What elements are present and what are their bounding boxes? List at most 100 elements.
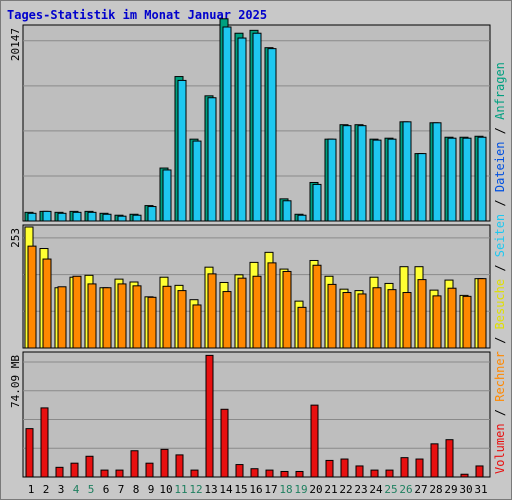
legend-volumen: Volumen [493,423,507,474]
bar-dateien [117,215,127,222]
x-tick-label: 7 [118,483,125,496]
x-tick-label: 12 [189,483,202,496]
bar-dateien [57,212,67,222]
x-tick-label: 6 [103,483,110,496]
bar-rechner [132,285,142,349]
bar-rechner [357,293,367,349]
bar-volumen [220,408,229,478]
bar-dateien [402,121,412,222]
bar-dateien [462,137,472,222]
bar-dateien [267,48,277,222]
bar-volumen [40,407,49,478]
legend: Volumen / Rechner / Besuche / Seiten / D… [493,62,507,474]
bar-volumen [280,470,289,478]
x-tick-label: 11 [174,483,187,496]
x-tick-label: 4 [73,483,80,496]
x-tick-label: 9 [148,483,155,496]
bar-rechner [102,287,112,349]
bar-rechner [237,277,247,349]
bar-volumen [145,462,154,478]
bar-dateien [222,26,232,222]
bar-rechner [252,275,262,349]
x-tick-label: 8 [133,483,140,496]
x-tick-label: 24 [369,483,383,496]
bar-rechner [387,289,397,349]
bar-dateien [357,125,367,222]
bar-volumen [295,470,304,478]
x-tick-label: 14 [219,483,233,496]
x-tick-label: 5 [88,483,95,496]
bar-volumen [250,468,259,478]
chart-title: Tages-Statistik im Monat Januar 2025 [7,8,268,22]
bar-dateien [417,153,427,222]
panel-hits: 20147 [9,18,491,222]
bar-rechner [297,306,307,349]
bar-dateien [87,211,97,222]
x-tick-label: 26 [399,483,412,496]
bar-dateien [342,125,352,222]
bar-rechner [432,295,442,349]
bar-dateien [72,211,82,222]
bar-dateien [282,200,292,222]
x-tick-label: 18 [279,483,292,496]
legend-separator: / [493,329,507,351]
legend-anfragen: Anfragen [493,62,507,120]
legend-seiten: Seiten [493,214,507,257]
x-tick-label: 2 [43,483,50,496]
bar-rechner [447,287,457,349]
bar-volumen [325,459,334,478]
legend-besuche: Besuche [493,279,507,330]
bar-dateien [207,97,217,222]
x-tick-label: 31 [474,483,487,496]
bar-volumen [55,466,64,478]
bar-rechner [117,283,127,349]
bar-rechner [207,273,217,349]
legend-dateien: Dateien [493,142,507,193]
x-tick-label: 19 [294,483,307,496]
bar-rechner [57,286,67,349]
bar-dateien [237,37,247,222]
bar-volumen [385,469,394,478]
bar-volumen [235,464,244,478]
bar-volumen [445,439,454,478]
bar-rechner [192,304,202,349]
bar-rechner [327,283,337,349]
y-max-label: 253 [9,228,22,248]
bar-dateien [327,138,337,222]
bar-dateien [42,210,52,222]
x-tick-label: 25 [384,483,397,496]
bar-volumen [355,465,364,478]
x-tick-label: 15 [234,483,247,496]
x-tick-label: 22 [339,483,352,496]
bar-rechner [42,258,52,349]
bar-rechner [312,264,322,349]
legend-separator: / [493,402,507,424]
bar-volumen [100,469,109,478]
x-tick-label: 13 [204,483,217,496]
bar-dateien [252,32,262,222]
bar-rechner [267,262,277,349]
legend-separator: / [493,192,507,214]
panel-visits: 253 [9,224,491,349]
bar-volumen [190,469,199,478]
bar-volumen [70,462,79,478]
bar-volumen [400,457,409,478]
legend-rechner: Rechner [493,351,507,402]
x-tick-label: 29 [444,483,457,496]
x-tick-label: 30 [459,483,472,496]
bar-dateien [387,138,397,222]
bar-volumen [340,458,349,478]
bar-volumen [115,469,124,478]
bar-volumen [205,354,214,478]
bar-volumen [460,473,469,478]
bar-dateien [192,140,202,222]
bar-rechner [462,295,472,349]
x-tick-label: 3 [58,483,65,496]
bar-rechner [372,287,382,349]
x-tick-label: 17 [264,483,277,496]
bar-rechner [342,292,352,349]
y-max-label: 20147 [9,28,22,61]
bar-rechner [222,291,232,349]
bar-volumen [265,469,274,478]
